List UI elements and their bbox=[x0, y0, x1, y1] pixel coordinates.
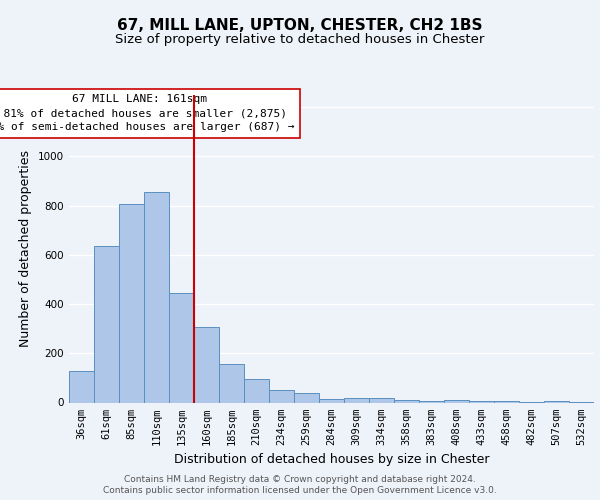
Bar bbox=[269, 390, 294, 402]
Bar bbox=[319, 399, 344, 402]
Text: Size of property relative to detached houses in Chester: Size of property relative to detached ho… bbox=[115, 32, 485, 46]
Text: Contains HM Land Registry data © Crown copyright and database right 2024.: Contains HM Land Registry data © Crown c… bbox=[124, 475, 476, 484]
Bar bbox=[344, 398, 369, 402]
Bar bbox=[244, 379, 269, 402]
Bar bbox=[144, 192, 169, 402]
Bar bbox=[394, 400, 419, 402]
X-axis label: Distribution of detached houses by size in Chester: Distribution of detached houses by size … bbox=[174, 453, 489, 466]
Text: Contains public sector information licensed under the Open Government Licence v3: Contains public sector information licen… bbox=[103, 486, 497, 495]
Text: 67, MILL LANE, UPTON, CHESTER, CH2 1BS: 67, MILL LANE, UPTON, CHESTER, CH2 1BS bbox=[117, 18, 483, 32]
Bar bbox=[119, 204, 144, 402]
Bar bbox=[369, 398, 394, 402]
Bar bbox=[69, 370, 94, 402]
Bar bbox=[194, 328, 219, 402]
Bar bbox=[169, 293, 194, 403]
Bar bbox=[444, 400, 469, 402]
Bar bbox=[94, 246, 119, 402]
Y-axis label: Number of detached properties: Number of detached properties bbox=[19, 150, 32, 347]
Bar bbox=[294, 392, 319, 402]
Text: 67 MILL LANE: 161sqm
← 81% of detached houses are smaller (2,875)
19% of semi-de: 67 MILL LANE: 161sqm ← 81% of detached h… bbox=[0, 94, 294, 132]
Bar bbox=[219, 364, 244, 403]
